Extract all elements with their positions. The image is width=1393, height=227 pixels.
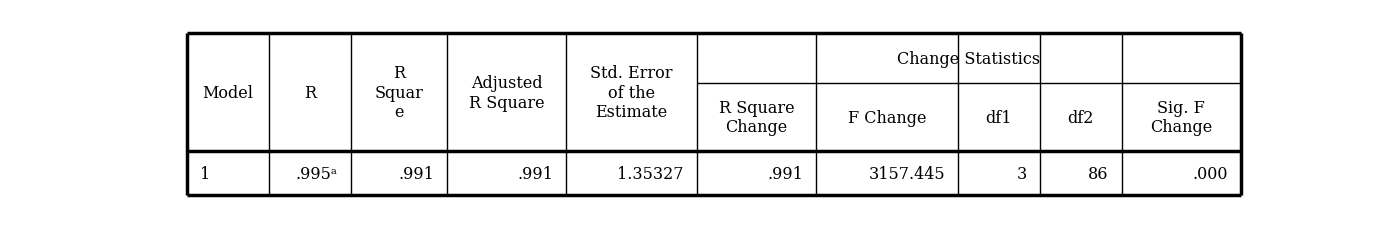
Text: R Square
Change: R Square Change xyxy=(719,99,794,136)
Text: 1.35327: 1.35327 xyxy=(617,165,684,182)
Text: Change Statistics: Change Statistics xyxy=(897,50,1041,67)
Text: F Change: F Change xyxy=(848,109,926,126)
Text: .991: .991 xyxy=(398,165,435,182)
Text: 86: 86 xyxy=(1088,165,1109,182)
Text: 3157.445: 3157.445 xyxy=(868,165,944,182)
Text: R
Squar
e: R Squar e xyxy=(375,65,423,121)
Text: Sig. F
Change: Sig. F Change xyxy=(1151,99,1212,136)
Text: Std. Error
of the
Estimate: Std. Error of the Estimate xyxy=(591,65,673,121)
Text: df2: df2 xyxy=(1067,109,1094,126)
Text: Model: Model xyxy=(202,84,254,101)
Text: R: R xyxy=(304,84,316,101)
Text: .000: .000 xyxy=(1192,165,1227,182)
Text: 3: 3 xyxy=(1017,165,1027,182)
Text: Adjusted
R Square: Adjusted R Square xyxy=(469,75,545,111)
Text: .991: .991 xyxy=(517,165,553,182)
Text: .995ᵃ: .995ᵃ xyxy=(295,165,337,182)
Text: df1: df1 xyxy=(986,109,1013,126)
Text: 1: 1 xyxy=(201,165,210,182)
Text: .991: .991 xyxy=(768,165,804,182)
